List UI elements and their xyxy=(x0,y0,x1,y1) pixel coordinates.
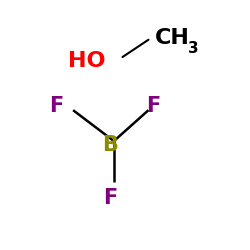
Text: F: F xyxy=(49,96,63,116)
Text: 3: 3 xyxy=(188,41,199,56)
Text: CH: CH xyxy=(155,28,190,48)
Text: F: F xyxy=(103,188,117,208)
Text: B: B xyxy=(102,135,118,155)
Text: HO: HO xyxy=(68,51,105,71)
Text: F: F xyxy=(146,96,160,116)
